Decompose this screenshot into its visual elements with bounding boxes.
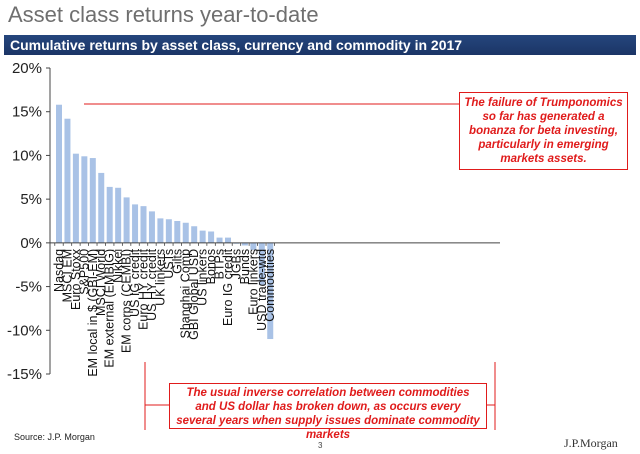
y-tick-label: 20% xyxy=(12,60,42,77)
bar-17 xyxy=(199,230,206,243)
bar-19 xyxy=(216,237,223,243)
category-label-19: BTPs xyxy=(213,249,227,280)
bar-1 xyxy=(64,118,71,243)
category-label-17: US linkers xyxy=(196,249,210,306)
callout-commodities: The usual inverse correlation between co… xyxy=(169,383,487,441)
bar-13 xyxy=(165,219,172,243)
category-label-12: UK linkers xyxy=(153,249,167,306)
category-label-6: EM external (EMBIG) xyxy=(103,249,117,368)
y-tick-label: 0% xyxy=(20,235,42,252)
category-label-1: MSCI EM xyxy=(60,249,74,302)
y-tick-label: 10% xyxy=(12,147,42,164)
bar-9 xyxy=(132,204,139,243)
bar-15 xyxy=(182,222,189,243)
bar-8 xyxy=(123,197,130,243)
bar-22 xyxy=(241,242,248,246)
bar-7 xyxy=(115,187,122,243)
category-label-15: Shanghai Comp xyxy=(179,249,193,339)
category-label-9: US IG credit xyxy=(128,248,142,317)
bar-0 xyxy=(56,104,62,243)
bar-10 xyxy=(140,206,147,243)
category-label-5: MSCI World xyxy=(94,249,108,316)
chart-banner: Cumulative returns by asset class, curre… xyxy=(4,35,636,55)
category-label-0: Nasdaq xyxy=(52,249,66,292)
category-label-20: Euro IG credit xyxy=(221,248,235,326)
bar-4 xyxy=(89,158,96,243)
bar-23 xyxy=(250,242,257,250)
bar-5 xyxy=(98,172,105,243)
bar-18 xyxy=(208,231,215,243)
category-label-3: S&P500 xyxy=(77,249,91,295)
category-label-24: USD trade-wtd xyxy=(255,249,269,331)
category-label-8: EM corps (CEMBI) xyxy=(120,249,134,353)
axis-layer: -15% -10% -5% 0% 5% 10% 15% 20% xyxy=(7,60,500,383)
y-tick-label: 15% xyxy=(12,104,42,121)
category-label-4: EM local in $ (GBI-EM) xyxy=(86,249,100,377)
category-label-7: Nikkei xyxy=(111,249,125,283)
category-label-21: JGBs xyxy=(229,249,243,280)
category-label-13: USTs xyxy=(162,249,176,279)
bars-layer xyxy=(56,104,274,340)
bar-6 xyxy=(106,186,113,243)
y-tick-label: -5% xyxy=(15,279,42,296)
callout-trumponomics: The failure of Trumponomics so far has g… xyxy=(459,92,628,170)
category-label-10: Euro HY credit xyxy=(137,248,151,330)
callout-connectors-layer xyxy=(84,103,496,430)
bar-11 xyxy=(148,211,155,243)
bar-25 xyxy=(267,242,274,340)
category-label-25: Commodities xyxy=(263,249,277,322)
bar-2 xyxy=(72,153,79,243)
y-tick-label: -10% xyxy=(7,322,42,339)
bar-16 xyxy=(191,226,198,243)
bar-12 xyxy=(157,218,164,243)
category-label-11: US HY credit xyxy=(145,248,159,321)
category-label-2: Euro Stoxx xyxy=(69,248,83,310)
bar-3 xyxy=(81,156,88,243)
bar-24 xyxy=(258,242,265,285)
y-tick-label: 5% xyxy=(20,191,42,208)
category-label-18: Bonos xyxy=(204,249,218,284)
y-tick-label: -15% xyxy=(7,366,42,383)
page-title: Asset class returns year-to-date xyxy=(8,2,319,27)
source-note: Source: J.P. Morgan xyxy=(14,432,95,442)
bar-14 xyxy=(174,221,181,243)
category-label-23: Euro linkers xyxy=(246,249,260,315)
bar-20 xyxy=(225,237,231,243)
category-label-14: Gilts xyxy=(170,249,184,274)
category-label-22: Bunds xyxy=(238,249,252,284)
brand-logo: J.P.Morgan xyxy=(564,436,618,450)
page-number: 3 xyxy=(318,441,323,450)
category-label-16: GBI Global USD xyxy=(187,249,201,340)
